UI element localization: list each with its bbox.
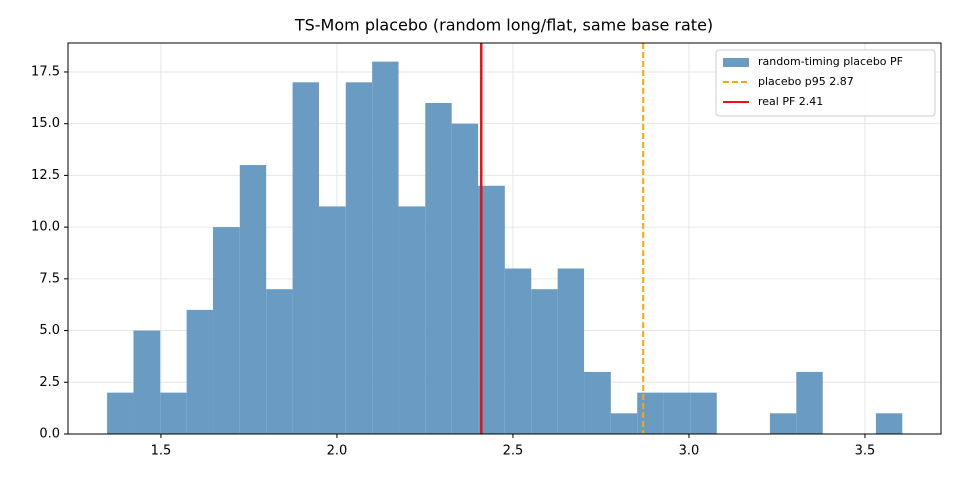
bar bbox=[425, 102, 452, 435]
legend-label: placebo p95 2.87 bbox=[758, 75, 854, 88]
y-tick-label: 7.5 bbox=[39, 271, 60, 286]
bar bbox=[266, 289, 293, 434]
x-tick-label: 2.0 bbox=[327, 444, 348, 459]
y-tick-label: 5.0 bbox=[39, 323, 60, 338]
x-tick-label: 1.5 bbox=[151, 444, 172, 459]
chart-title: TS-Mom placebo (random long/flat, same b… bbox=[294, 16, 713, 35]
bar bbox=[796, 371, 823, 434]
bar bbox=[451, 123, 479, 434]
bar bbox=[318, 206, 346, 434]
legend-label: real PF 2.41 bbox=[758, 95, 823, 108]
y-tick-label: 0.0 bbox=[39, 427, 60, 442]
bar bbox=[610, 413, 638, 434]
y-tick-label: 10.0 bbox=[31, 220, 60, 235]
legend-box bbox=[715, 49, 936, 117]
bar bbox=[769, 413, 797, 434]
bar bbox=[531, 289, 558, 434]
y-tick-label: 15.0 bbox=[31, 116, 60, 131]
y-tick-label: 17.5 bbox=[31, 64, 60, 79]
legend-swatch bbox=[723, 58, 749, 67]
bar bbox=[584, 371, 611, 434]
bar bbox=[478, 185, 505, 434]
x-tick-label: 3.0 bbox=[679, 444, 700, 459]
bar bbox=[690, 392, 717, 434]
legend-label: random-timing placebo PF bbox=[758, 55, 903, 68]
bar bbox=[213, 227, 240, 434]
bar bbox=[663, 392, 691, 434]
bar bbox=[186, 309, 214, 434]
bar bbox=[160, 392, 187, 434]
x-tick-label: 3.5 bbox=[855, 444, 876, 459]
bar bbox=[345, 82, 373, 434]
bar bbox=[398, 206, 426, 434]
x-tick-label: 2.5 bbox=[503, 444, 524, 459]
bar bbox=[292, 82, 319, 434]
bar bbox=[239, 165, 267, 434]
bar bbox=[557, 268, 585, 434]
bar bbox=[133, 330, 161, 434]
bar bbox=[107, 392, 134, 434]
bar bbox=[504, 268, 532, 434]
y-tick-label: 12.5 bbox=[31, 168, 60, 183]
bar bbox=[875, 413, 903, 434]
plot-frame bbox=[67, 42, 942, 435]
y-tick-label: 2.5 bbox=[39, 375, 60, 390]
bar bbox=[372, 61, 399, 434]
bar bbox=[637, 392, 664, 434]
